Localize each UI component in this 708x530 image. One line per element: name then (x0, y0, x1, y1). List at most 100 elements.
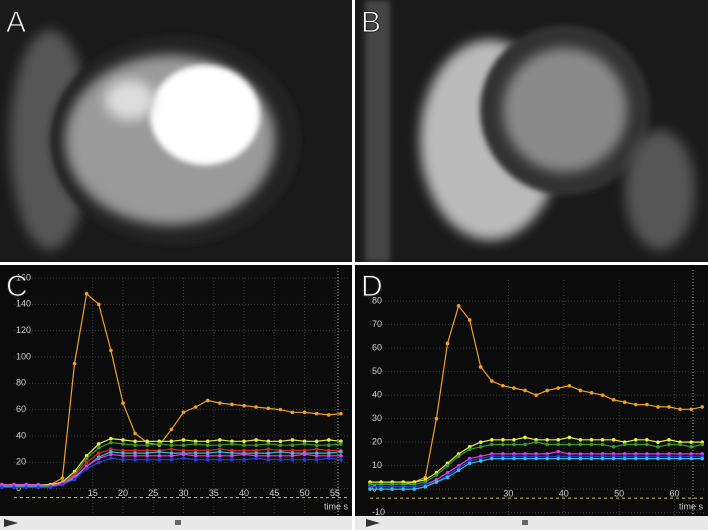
data-point (534, 393, 538, 397)
data-point (314, 439, 319, 444)
data-point (545, 456, 549, 461)
data-point (96, 442, 101, 446)
data-point (109, 450, 113, 454)
data-point (278, 457, 283, 462)
data-point (278, 450, 283, 454)
data-point (490, 438, 494, 442)
data-point (327, 438, 331, 442)
panel-label: C (6, 270, 28, 303)
data-point (667, 405, 671, 409)
data-point (36, 482, 41, 487)
y-tick-label: 60 (372, 343, 382, 353)
data-point (327, 448, 331, 453)
data-point (218, 438, 222, 442)
data-point (339, 411, 343, 416)
data-point (266, 451, 271, 455)
data-point (266, 442, 271, 446)
x-tick-label: 40 (239, 488, 249, 498)
y-tick-label: 50 (372, 366, 382, 376)
data-point (645, 402, 649, 407)
data-point (242, 443, 246, 448)
panel-label: B (361, 6, 381, 39)
data-point (456, 468, 461, 473)
data-point (24, 485, 28, 490)
data-point (490, 456, 494, 461)
data-point (339, 453, 343, 458)
data-point (84, 464, 89, 469)
data-point (327, 456, 331, 461)
data-point (523, 435, 527, 440)
data-point (456, 454, 461, 459)
data-point (689, 407, 693, 412)
data-point (133, 443, 137, 448)
data-point (121, 438, 125, 442)
data-point (633, 438, 638, 442)
data-point (600, 442, 605, 447)
data-point (445, 475, 450, 480)
data-point (622, 442, 627, 447)
x-tick-label: 30 (503, 489, 513, 499)
data-point (109, 440, 113, 445)
data-point (368, 487, 372, 491)
data-point (60, 482, 65, 487)
data-point (121, 457, 125, 462)
data-point (578, 438, 583, 442)
x-axis-label: time s (324, 501, 349, 511)
data-point (266, 439, 271, 444)
data-point (390, 487, 394, 491)
y-tick-label: 120 (16, 325, 31, 335)
data-point (0, 485, 4, 490)
data-point (290, 453, 295, 458)
data-point (600, 456, 605, 461)
data-point (302, 457, 307, 462)
data-point (266, 457, 271, 462)
x-tick-label: 25 (148, 488, 158, 498)
data-point (700, 442, 705, 447)
data-point (266, 453, 271, 458)
data-point (145, 457, 149, 462)
data-point (181, 456, 186, 461)
data-point (478, 459, 483, 463)
x-tick-label: 30 (179, 488, 189, 498)
y-tick-label: 160 (16, 272, 31, 282)
data-point (133, 439, 137, 444)
y-tick-label: 30 (372, 413, 382, 423)
data-point (218, 401, 222, 405)
y-tick-label: -10 (372, 507, 385, 517)
data-point (193, 448, 198, 453)
data-point (230, 439, 234, 444)
data-point (133, 453, 137, 458)
data-point (512, 442, 516, 447)
panel-label: A (6, 6, 26, 39)
data-point (230, 402, 234, 407)
data-point (556, 438, 561, 442)
data-point (327, 443, 331, 448)
data-point (434, 416, 439, 421)
data-point (589, 391, 594, 395)
data-point (96, 446, 101, 450)
data-point (157, 453, 162, 458)
data-point (567, 435, 572, 440)
data-point (145, 451, 149, 455)
data-point (314, 447, 319, 451)
data-point (314, 457, 319, 462)
data-point (545, 442, 549, 447)
data-point (133, 431, 137, 436)
data-point (656, 440, 660, 444)
data-point (181, 452, 186, 457)
plot: 0 20 40 60 80 100 120 140 160 15 20 25 30 35 40 45 50 55 t… (0, 268, 350, 515)
data-point (512, 386, 516, 390)
x-tick-label: 15 (88, 488, 98, 498)
data-point (254, 438, 258, 442)
data-point (84, 453, 89, 458)
data-point (290, 448, 295, 453)
data-point (611, 445, 616, 449)
x-tick-label: 50 (300, 488, 310, 498)
data-point (181, 443, 186, 448)
data-point (242, 452, 246, 457)
data-point (567, 456, 572, 461)
data-point (218, 450, 222, 454)
data-point (254, 451, 258, 455)
data-point (242, 457, 246, 462)
